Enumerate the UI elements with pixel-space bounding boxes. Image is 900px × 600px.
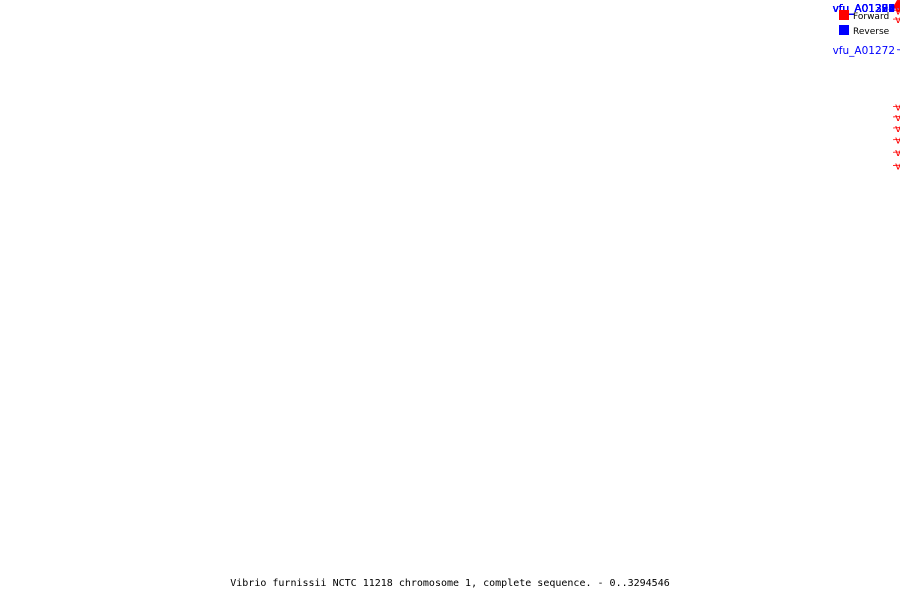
gene-label: vfu_A01338 <box>895 3 900 15</box>
gene-label: vfu_A01307 <box>895 3 900 15</box>
gene-label: vfu_A01308 <box>895 3 900 15</box>
map-caption: Vibrio furnissii NCTC 11218 chromosome 1… <box>230 578 670 589</box>
legend-swatch-forward <box>839 10 849 20</box>
gene-label: vfu_A01296 <box>895 3 900 15</box>
gene-label: vfu_A01271 <box>895 160 900 172</box>
gene-label: vfu_A01286 <box>895 3 900 15</box>
gene-label: vfu_A01311 <box>895 3 900 15</box>
gene-label: vfu_A01314 <box>895 3 900 15</box>
legend-label-reverse: Reverse <box>853 27 890 37</box>
legend-swatch-reverse <box>839 25 849 35</box>
gene-label: vfu_A01279 <box>895 112 900 124</box>
gene-label: vfu_A01280 <box>895 102 900 114</box>
gene-label: vfu_A01299 <box>895 3 900 15</box>
gene-label: vfu_A01272 <box>833 45 895 57</box>
gene-label: vfu_A01313 <box>895 3 900 15</box>
gene-label: vfu_A01319 <box>895 3 900 15</box>
gene-label: vfu_A01283 <box>895 5 900 17</box>
gene-label: vfu_A01303 <box>895 3 900 15</box>
gene-label: vfu_A01334 <box>895 3 900 15</box>
gene-label: vfu_A01326 <box>895 3 900 15</box>
gene-label: vfu_A01310 <box>895 3 900 15</box>
gene-label: vfu_A01291 <box>895 3 900 15</box>
gene-label: vfu_A01276 <box>895 135 900 147</box>
gene-label: vfu_A01318 <box>895 3 900 15</box>
gene-label: vfu_A01304 <box>895 3 900 15</box>
gene-label: vfu_A01320 <box>895 3 900 15</box>
gene-label: vfu_A01312 <box>895 3 900 15</box>
gene-label: vfu_A01332 <box>895 3 900 15</box>
gene-label: vfu_A01315 <box>895 3 900 15</box>
gene-label: vfu_A01331 <box>895 3 900 15</box>
gene-label: vfu_A01293 <box>895 3 900 15</box>
gene-label: vfu_A01290 <box>895 3 900 15</box>
gene-label: vfu_A01339 <box>895 3 900 15</box>
gene-label: vfu_A01284 <box>895 3 900 15</box>
gene-label: vfu_A01301 <box>895 3 900 15</box>
gene-label: vfu_A01317 <box>895 3 900 15</box>
gene-label: vfu_A01306 <box>895 3 900 15</box>
gene-label: vfu_A01305 <box>895 3 900 15</box>
gene-label: vfu_A01281 <box>895 14 900 26</box>
gene-label: vfu_A01278 <box>895 123 900 135</box>
gene-label: vfu_A01275 <box>895 147 900 159</box>
legend: Forward Reverse <box>839 10 890 37</box>
legend-label-forward: Forward <box>853 12 889 22</box>
gene-label: vfu_A01287 <box>895 3 900 15</box>
gene-label: vfu_A01309 <box>895 3 900 15</box>
gene-label: vfu_A01323 <box>895 3 900 15</box>
gene-label: vfu_A01325 <box>895 3 900 15</box>
